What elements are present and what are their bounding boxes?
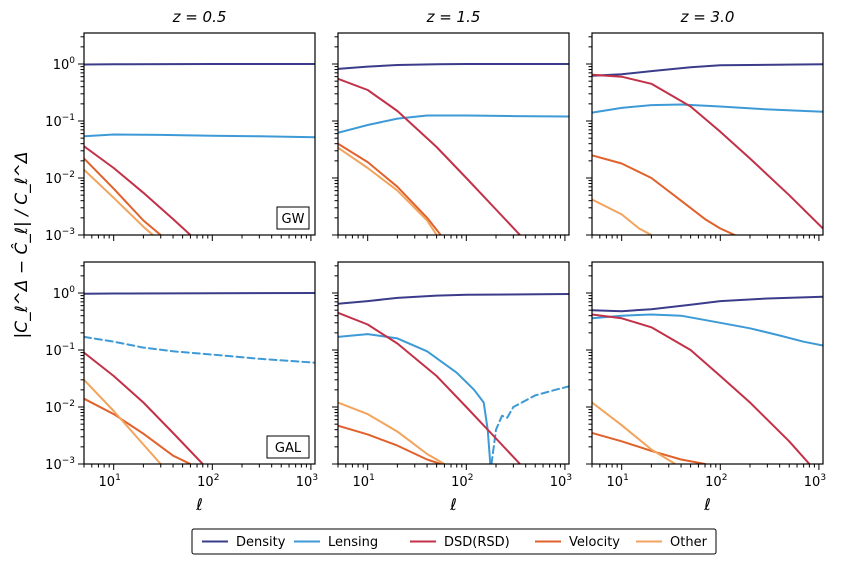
panels: 100 10−1 10−2 10−3 z = 0.5 GW z = 1.5 z = 3.0 10… — [45, 8, 826, 514]
column-title: z = 0.5 — [172, 8, 227, 26]
series-line-velocity — [84, 157, 162, 235]
series-line-lensing — [490, 385, 569, 464]
legend-label: Density — [236, 535, 286, 550]
y-tick-label: 10−3 — [45, 456, 75, 473]
series-line-lensing — [592, 313, 823, 347]
series-line-lensing — [338, 114, 569, 134]
y-tick-label: 100 — [53, 285, 76, 302]
x-axis-label: ℓ — [449, 495, 457, 514]
x-tick-label: 101 — [607, 473, 629, 490]
series-line-density — [338, 63, 569, 70]
axes-frame — [591, 32, 824, 236]
x-tick-label: 102 — [197, 473, 219, 490]
panel-gal-2: 101 102 103 ℓ — [332, 261, 572, 514]
x-tick-label: 102 — [705, 473, 727, 490]
panel-gal-1: 100 10−1 10−2 10−3 101 102 103 ℓ GAL — [45, 261, 318, 514]
series-line-dsd-rsd — [84, 145, 192, 235]
series-line-velocity — [592, 154, 736, 235]
x-tick-label: 101 — [99, 473, 121, 490]
x-tick-label: 102 — [451, 473, 473, 490]
column-title: z = 1.5 — [426, 8, 481, 26]
series-line-other — [84, 168, 154, 235]
y-tick-label: 10−3 — [45, 227, 75, 244]
y-tick-label: 10−1 — [45, 342, 75, 359]
y-tick-label: 10−1 — [45, 113, 75, 130]
axes-frame — [591, 261, 824, 465]
panel-gw-2: z = 1.5 — [332, 8, 570, 241]
series-line-lensing — [592, 103, 823, 114]
series-line-other — [592, 198, 653, 235]
series-line-density — [84, 63, 315, 66]
row-tag: GAL — [275, 441, 302, 456]
series-line-velocity — [592, 432, 706, 464]
series-line-velocity — [338, 424, 442, 464]
legend-label: Velocity — [569, 535, 620, 550]
series-line-other — [592, 401, 677, 464]
row-tag: GW — [282, 212, 305, 227]
series-line-lensing — [84, 335, 315, 364]
x-tick-label: 103 — [804, 473, 826, 490]
legend-label: DSD(RSD) — [444, 535, 510, 550]
x-axis-label: ℓ — [703, 495, 711, 514]
series-line-density — [592, 295, 823, 313]
legend: Density Lensing DSD(RSD) Velocity Other — [191, 528, 717, 555]
series-line-dsd-rsd — [592, 73, 823, 230]
panel-gal-3: 101 102 103 ℓ — [586, 261, 826, 514]
row-tag-box — [276, 206, 310, 230]
panel-gw-1: 100 10−1 10−2 10−3 z = 0.5 GW — [45, 8, 316, 244]
series-line-density — [592, 63, 823, 77]
panel-gw-3: z = 3.0 — [586, 8, 824, 241]
y-axis-label: |C_ℓ^Δ − Ĉ_ℓ| / C_ℓ^Δ — [10, 152, 32, 339]
series-line-dsd-rsd — [338, 77, 521, 235]
series-line-dsd-rsd — [592, 313, 811, 464]
series-line-velocity — [338, 142, 442, 235]
series-line-density — [84, 292, 315, 295]
y-tick-label: 100 — [53, 56, 76, 73]
series-line-lensing — [84, 133, 315, 139]
series-line-dsd-rsd — [84, 351, 204, 464]
row-tag-box — [266, 435, 310, 459]
x-tick-label: 103 — [550, 473, 572, 490]
series-line-velocity — [84, 397, 192, 464]
series-line-density — [338, 293, 569, 305]
series-line-other — [338, 146, 438, 235]
y-tick-label: 10−2 — [45, 170, 75, 187]
x-tick-label: 103 — [296, 473, 318, 490]
series-line-other — [84, 378, 162, 464]
column-title: z = 3.0 — [680, 8, 735, 26]
legend-label: Other — [670, 535, 708, 550]
x-axis-label: ℓ — [195, 495, 203, 514]
series-line-lensing — [338, 333, 492, 464]
y-tick-label: 10−2 — [45, 399, 75, 416]
legend-frame — [191, 528, 717, 555]
series-line-other — [338, 401, 446, 464]
x-tick-label: 101 — [353, 473, 375, 490]
legend-label: Lensing — [328, 535, 378, 550]
series-line-dsd-rsd — [338, 311, 521, 464]
axes-frame — [337, 261, 570, 465]
